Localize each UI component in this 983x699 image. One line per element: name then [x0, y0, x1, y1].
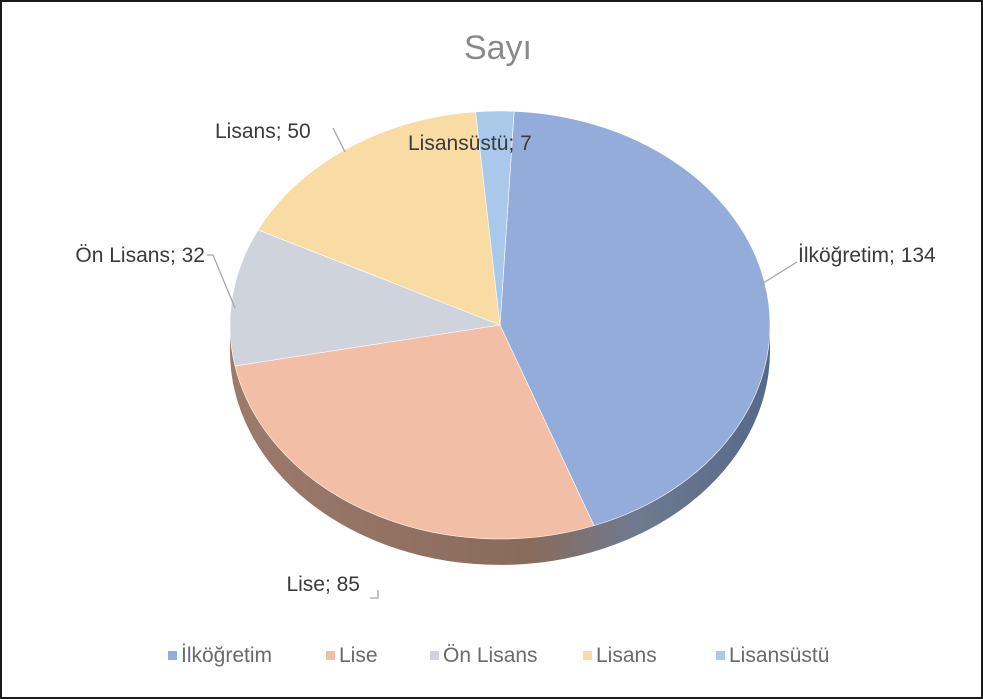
- data-label-lisansustu: Lisansüstü; 7: [408, 132, 532, 155]
- leader-line-lise: [370, 590, 379, 599]
- pie-slices: [229, 110, 771, 540]
- pie-slice-lisansustu: [475, 110, 515, 326]
- data-label-on-lisans: Ön Lisans; 32: [75, 244, 205, 267]
- legend-swatch-lise: [326, 651, 335, 660]
- data-labels: İlköğretim; 134 Lise; 85 Ön Lisans; 32 Lisa…: [75, 120, 936, 596]
- legend: İlköğretim Lise Ön Lisans Lisans Lisansüstü: [168, 644, 829, 667]
- legend-item-lisans: Lisans: [583, 644, 657, 667]
- legend-swatch-lisans: [583, 651, 592, 660]
- pie-slice-lisans: [257, 111, 501, 326]
- legend-item-lise: Lise: [326, 644, 378, 667]
- legend-item-lisansustu: Lisansüstü: [716, 644, 829, 667]
- legend-swatch-on-lisans: [430, 651, 439, 660]
- data-label-ilkogretim: İlköğretim; 134: [798, 244, 936, 267]
- legend-label-lisans: Lisans: [596, 644, 657, 667]
- data-label-lise: Lise; 85: [286, 573, 360, 596]
- legend-swatch-lisansustu: [716, 651, 725, 660]
- data-label-lisans: Lisans; 50: [215, 120, 311, 143]
- legend-label-lise: Lise: [339, 644, 378, 667]
- pie-slice-ilkogretim: [499, 110, 771, 526]
- legend-item-on-lisans: Ön Lisans: [430, 644, 538, 667]
- leader-line-on-lisans: [207, 254, 236, 309]
- legend-label-on-lisans: Ön Lisans: [443, 644, 538, 667]
- leader-lines: [207, 127, 798, 599]
- leader-line-ilkogretim: [759, 261, 798, 286]
- legend-swatch-ilkogretim: [168, 651, 177, 660]
- pie-slice-on-lisans: [229, 229, 502, 367]
- chart-title: Sayı: [464, 29, 532, 67]
- legend-label-ilkogretim: İlköğretim: [181, 644, 272, 667]
- legend-item-ilkogretim: İlköğretim: [168, 644, 272, 667]
- legend-label-lisansustu: Lisansüstü: [729, 644, 829, 667]
- pie-slice-lise: [234, 324, 595, 540]
- leader-line-lisans: [332, 127, 346, 153]
